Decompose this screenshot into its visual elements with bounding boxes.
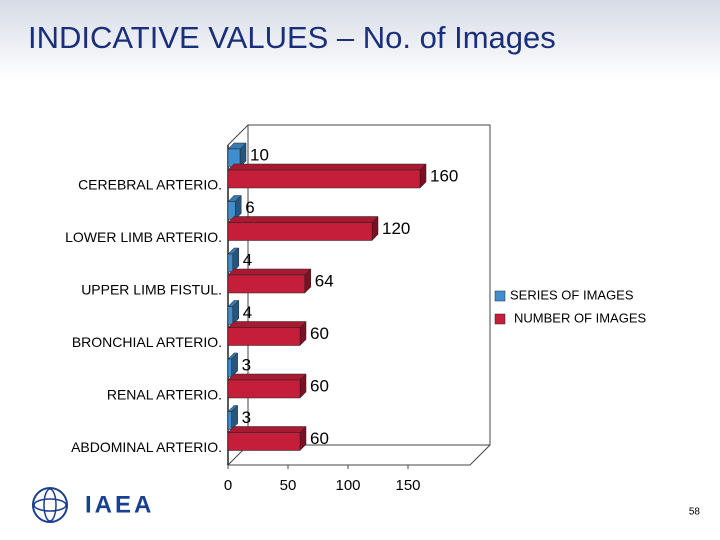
bar [227,432,301,451]
value-label: 60 [310,376,329,395]
value-label: 3 [242,355,251,374]
bar [227,379,301,399]
bar-top [227,426,307,433]
bar-top [227,163,427,171]
legend-swatch [494,313,506,325]
header-band [0,0,720,80]
x-tick-label: 150 [395,477,420,494]
legend-label: NUMBER OF IMAGES [514,310,647,325]
page-number: 58 [689,507,701,518]
category-label: RENAL ARTERIO. [107,387,222,403]
logo-emblem [32,487,68,523]
bar [227,274,306,294]
value-label: 4 [243,303,252,322]
value-label: 64 [315,271,334,290]
logo-orbit [43,488,57,522]
value-label: 4 [243,250,252,269]
value-label: 60 [310,429,329,448]
category-label: BRONCHIAL ARTERIO. [72,334,222,350]
bar [227,358,232,378]
bar-top [227,216,379,223]
x-tick-label: 100 [335,477,360,494]
bar [227,253,234,273]
value-label: 10 [250,145,269,164]
value-label: 60 [310,324,329,343]
logo-text: IAEA [85,491,154,518]
bar-top [227,373,307,381]
category-label: CEREBRAL ARTERIO. [78,177,222,193]
x-tick-label: 50 [280,477,297,494]
bar [227,222,373,241]
slide-title: INDICATIVE VALUES – No. of Images [28,20,556,55]
logo-orbit [33,498,67,512]
bar-top [227,268,312,276]
value-label: 120 [382,219,410,238]
category-label: UPPER LIMB FISTUL. [81,282,222,298]
value-label: 3 [242,408,251,427]
legend-swatch [494,290,506,302]
bar [227,169,421,189]
category-label: ABDOMINAL ARTERIO. [71,439,222,455]
bar [227,327,301,346]
bar-top [227,321,307,328]
value-label: 160 [430,166,458,185]
category-label: LOWER LIMB ARTERIO. [65,229,222,245]
value-label: 6 [245,198,254,217]
bar [227,411,232,430]
legend-label: SERIES OF IMAGES [510,287,634,302]
bar [227,306,234,325]
x-tick-label: 0 [224,477,232,494]
